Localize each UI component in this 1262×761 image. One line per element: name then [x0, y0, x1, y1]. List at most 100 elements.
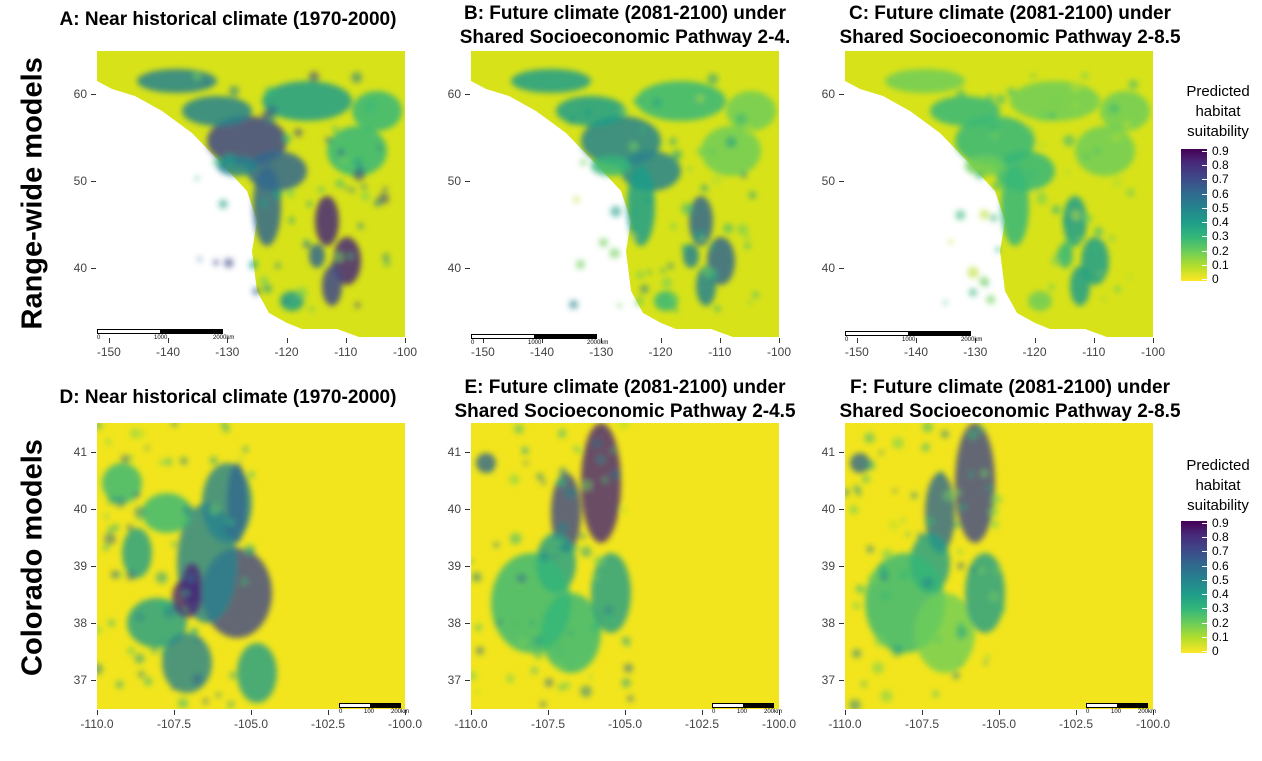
scale-bar-label: 1000 — [902, 337, 916, 343]
y-tick-label: 50 — [447, 174, 461, 188]
x-tick-label: -105.0 — [233, 717, 269, 731]
y-tick-mark — [465, 680, 470, 682]
legend-title-line2: habitat — [1195, 103, 1241, 120]
y-tick-mark — [91, 94, 96, 96]
x-tick-mark — [702, 710, 703, 715]
scale-bar-label: 2000km — [961, 337, 983, 343]
scale-bar-label: 1000 — [154, 335, 168, 341]
habitat-suitability-raster — [845, 51, 1153, 337]
legend-label: 0.3 — [1212, 601, 1229, 616]
x-tick-mark — [625, 710, 626, 715]
legend-tick — [1202, 279, 1207, 280]
legend-title-line1: Predicted — [1186, 83, 1250, 100]
legend-bottom: Predicted habitat suitability — [1158, 456, 1262, 516]
x-tick-label: -130 — [589, 345, 614, 359]
scale-bar-label: 200km — [391, 709, 410, 715]
y-tick-mark — [839, 508, 844, 510]
legend-label: 0.3 — [1212, 229, 1229, 244]
panel-title-a-line1: A: Near historical climate (1970-2000) — [59, 9, 397, 30]
panel-title-d: D: Near historical climate (1970-2000) — [28, 386, 428, 410]
legend-tick — [1202, 622, 1207, 624]
y-tick-label: 50 — [821, 174, 835, 188]
x-tick-label: -110 — [334, 345, 358, 359]
scale-bar — [1086, 703, 1148, 708]
legend-top: Predicted habitat suitability — [1158, 82, 1262, 142]
habitat-suitability-raster — [97, 423, 405, 709]
map-panel-d — [97, 423, 405, 709]
legend-label: 0.4 — [1212, 587, 1229, 602]
panel-title-f-line1: F: Future climate (2081-2100) under — [850, 377, 1170, 398]
x-tick-mark — [601, 338, 603, 343]
y-tick-mark — [465, 566, 470, 567]
y-tick-label: 41 — [447, 444, 461, 459]
legend-label: 0.1 — [1212, 629, 1229, 644]
legend-tick — [1202, 207, 1207, 209]
y-tick-mark — [465, 451, 470, 453]
y-tick-label: 39 — [821, 559, 835, 573]
y-tick-label: 60 — [447, 87, 461, 102]
panel-title-e-line2: Shared Socioeconomic Pathway 2-4.5 — [454, 401, 796, 422]
legend-label: 0.7 — [1212, 172, 1229, 187]
x-tick-label: -102.5 — [1058, 717, 1094, 731]
x-tick-label: -130 — [215, 345, 240, 359]
scale-bar-label: 0 — [1086, 709, 1090, 715]
legend-label: 0.2 — [1212, 615, 1229, 630]
x-tick-label: -140 — [156, 345, 181, 359]
x-tick-mark — [251, 710, 252, 715]
x-tick-label: -120 — [274, 345, 299, 359]
legend-label: 0.5 — [1212, 200, 1229, 215]
x-tick-label: -150 — [96, 345, 121, 359]
y-tick-label: 60 — [821, 87, 835, 102]
x-tick-label: -150 — [844, 345, 869, 359]
legend-tick — [1202, 179, 1207, 181]
legend-tick — [1202, 651, 1207, 652]
y-tick-mark — [91, 680, 96, 682]
x-tick-mark — [779, 338, 780, 343]
y-tick-mark — [839, 680, 844, 682]
y-tick-label: 39 — [447, 559, 461, 573]
legend-tick — [1202, 551, 1207, 553]
x-tick-mark — [1093, 338, 1095, 343]
x-tick-label: -107.5 — [530, 717, 566, 731]
legend-label: 0.9 — [1212, 144, 1229, 158]
x-tick-mark — [542, 338, 544, 343]
legend-label: 0.6 — [1212, 558, 1229, 573]
legend-tick — [1202, 165, 1207, 167]
x-tick-mark — [548, 710, 549, 715]
x-tick-mark — [345, 338, 347, 343]
x-tick-label: -100.0 — [1135, 717, 1171, 731]
y-tick-label: 37 — [821, 673, 835, 688]
y-tick-mark — [91, 508, 96, 510]
x-tick-mark — [1153, 710, 1154, 715]
y-tick-mark — [465, 623, 470, 625]
y-tick-mark — [91, 267, 96, 269]
scale-bar-label: 200km — [764, 709, 783, 715]
x-tick-mark — [108, 338, 110, 343]
scale-bar-label: 0 — [97, 335, 101, 341]
y-tick-label: 40 — [73, 501, 87, 516]
y-tick-label: 38 — [447, 616, 461, 631]
land-area — [97, 51, 405, 337]
habitat-suitability-raster — [97, 51, 405, 337]
x-tick-mark — [856, 338, 858, 343]
y-tick-label: 40 — [73, 260, 87, 275]
scale-bar — [339, 703, 401, 708]
y-tick-label: 37 — [447, 673, 461, 688]
x-tick-label: -107.5 — [904, 717, 940, 731]
y-tick-mark — [839, 181, 844, 182]
x-tick-mark — [286, 338, 288, 343]
x-tick-mark — [97, 710, 98, 715]
x-tick-mark — [1034, 338, 1036, 343]
scale-bar — [845, 331, 971, 336]
x-tick-label: -100 — [392, 345, 418, 359]
y-tick-mark — [465, 267, 470, 269]
scale-bar-label: 0 — [339, 709, 343, 715]
y-tick-mark — [839, 451, 844, 453]
land-area — [471, 51, 779, 337]
map-panel-b — [471, 51, 779, 337]
legend-tick — [1202, 264, 1207, 266]
x-tick-mark — [328, 710, 329, 715]
scale-bar-label: 100 — [364, 709, 375, 715]
x-tick-label: -120 — [1022, 345, 1047, 359]
x-tick-mark — [845, 710, 846, 715]
